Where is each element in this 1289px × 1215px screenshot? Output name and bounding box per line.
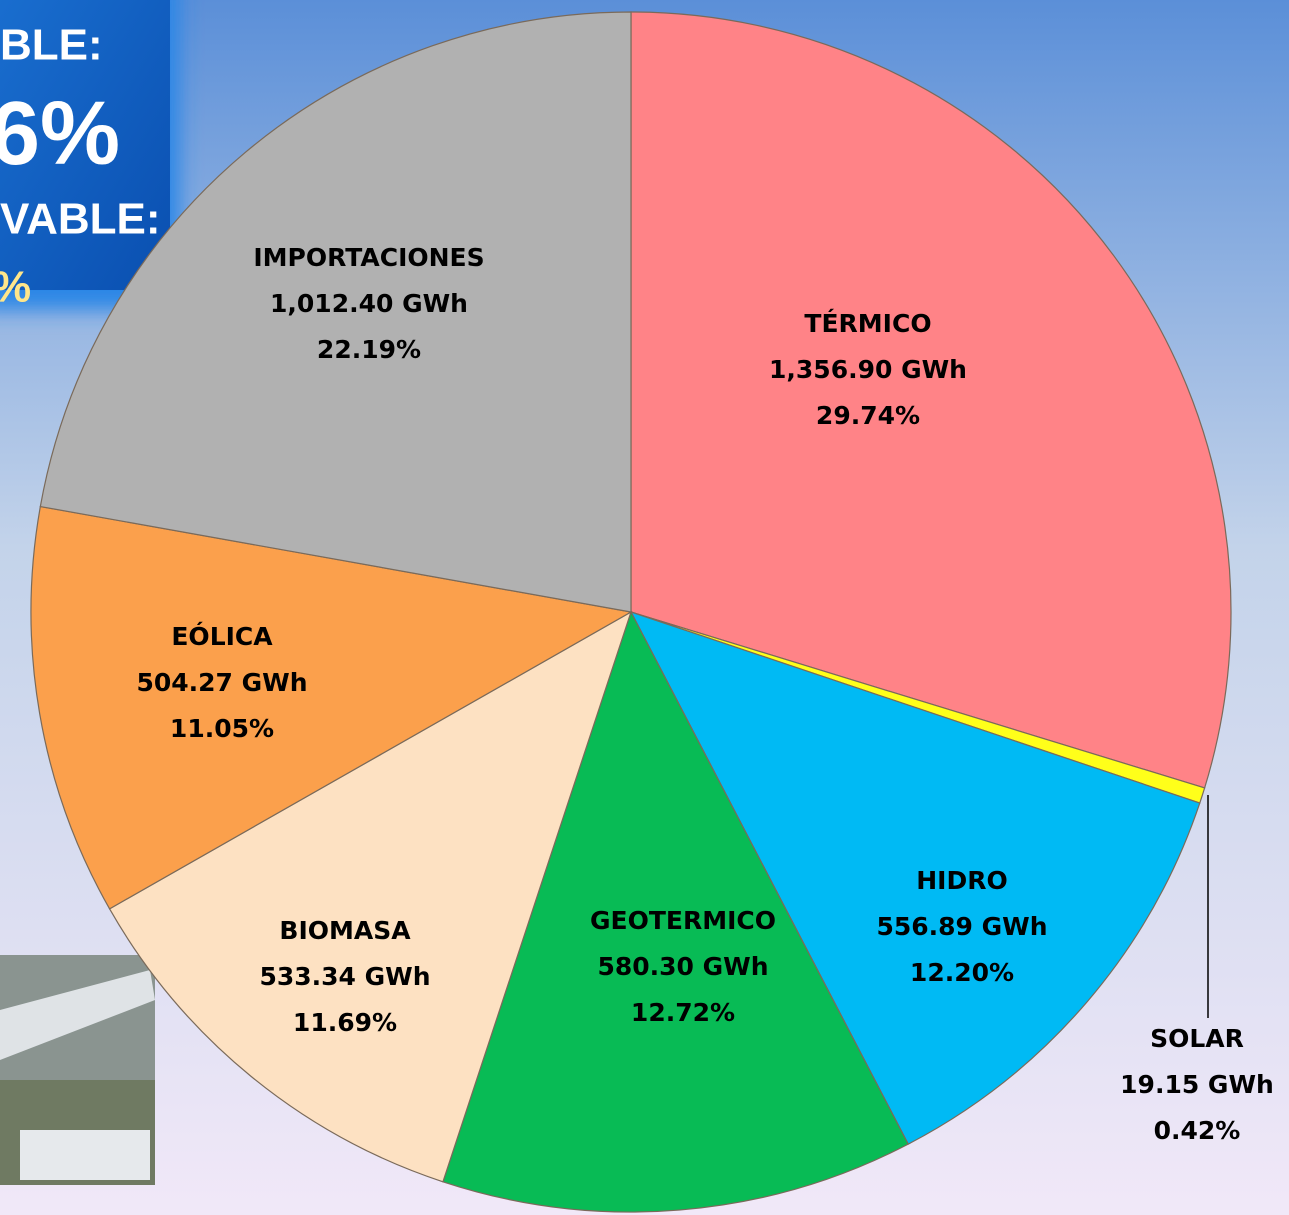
slice-label: EÓLICA bbox=[171, 621, 273, 651]
annotation: VABLE: bbox=[0, 195, 161, 244]
energy-label: 504.27 GWh bbox=[136, 668, 307, 697]
slice bbox=[630, 11, 1232, 789]
banner bbox=[0, 0, 170, 290]
slice-label: GEOTERMICO bbox=[590, 906, 776, 935]
pie bbox=[30, 11, 1232, 1213]
value-label: 12.72% bbox=[631, 998, 735, 1027]
slice-label: BIOMASA bbox=[279, 916, 411, 945]
slice-label: TÉRMICO bbox=[804, 309, 931, 338]
energy-label: 533.34 GWh bbox=[259, 962, 430, 991]
photo bbox=[0, 955, 155, 1185]
value-label: 29.74% bbox=[816, 401, 920, 430]
labels: TÉRMICO 1,356.90 GWh 29.74% SOLAR 19.15 GWh 0… bbox=[136, 243, 1273, 1145]
value-label: 11.05% bbox=[170, 714, 274, 743]
slice-label: HIDRO bbox=[916, 866, 1007, 895]
slice bbox=[442, 610, 910, 1213]
energy-label: 1,012.40 GWh bbox=[270, 289, 468, 318]
slice bbox=[39, 11, 632, 613]
energy-label: 1,356.90 GWh bbox=[769, 355, 967, 384]
energy-label: 19.15 GWh bbox=[1120, 1070, 1274, 1099]
annotation: 6% bbox=[0, 84, 120, 184]
value-label: 11.69% bbox=[293, 1008, 397, 1037]
slice-label: IMPORTACIONES bbox=[253, 243, 484, 272]
value-label: 0.42% bbox=[1154, 1116, 1241, 1145]
value-label: 22.19% bbox=[317, 335, 421, 364]
slice bbox=[30, 505, 633, 910]
slice-label: SOLAR bbox=[1150, 1024, 1244, 1053]
annotation: BLE: bbox=[0, 21, 103, 70]
slice bbox=[108, 610, 633, 1183]
energy-label: 556.89 GWh bbox=[876, 912, 1047, 941]
slice bbox=[629, 610, 1201, 1145]
energy-label: 580.30 GWh bbox=[597, 952, 768, 981]
annotation: % bbox=[0, 263, 31, 312]
value-label: 12.20% bbox=[910, 958, 1014, 987]
